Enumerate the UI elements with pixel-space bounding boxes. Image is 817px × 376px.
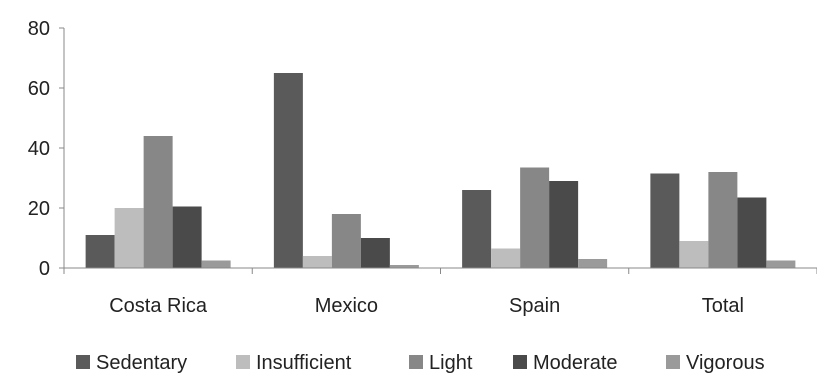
legend-label-insufficient: Insufficient bbox=[256, 352, 352, 374]
bar-sedentary-spain bbox=[462, 190, 492, 268]
bar-vigorous-mexico bbox=[389, 265, 419, 268]
y-tick-label: 0 bbox=[39, 258, 50, 280]
bar-moderate-total bbox=[737, 197, 767, 268]
bar-sedentary-mexico bbox=[273, 73, 303, 268]
bar-moderate-costa-rica bbox=[172, 206, 202, 268]
bar-light-total bbox=[708, 172, 738, 268]
legend-label-moderate: Moderate bbox=[533, 352, 618, 374]
bar-vigorous-spain bbox=[578, 259, 608, 268]
legend-swatch-insufficient bbox=[236, 355, 250, 369]
y-tick-label: 60 bbox=[28, 78, 50, 100]
category-label: Costa Rica bbox=[109, 295, 208, 317]
legend-swatch-sedentary bbox=[76, 355, 90, 369]
category-label: Spain bbox=[509, 295, 560, 317]
legend-swatch-vigorous bbox=[666, 355, 680, 369]
legend-swatch-moderate bbox=[513, 355, 527, 369]
y-axis-ticks: 0 20 40 60 80 bbox=[28, 18, 64, 280]
category-label: Total bbox=[702, 295, 744, 317]
bar-insufficient-mexico bbox=[302, 256, 332, 268]
bar-light-spain bbox=[520, 167, 550, 268]
bar-vigorous-total bbox=[766, 260, 796, 268]
legend-label-sedentary: Sedentary bbox=[96, 352, 187, 374]
legend-label-vigorous: Vigorous bbox=[686, 352, 765, 374]
bars bbox=[85, 73, 796, 268]
bar-insufficient-costa-rica bbox=[114, 208, 144, 268]
legend: Sedentary Insufficient Light Moderate Vigoro… bbox=[76, 352, 765, 374]
bar-insufficient-total bbox=[679, 241, 709, 268]
x-axis-ticks bbox=[63, 268, 817, 274]
bar-moderate-spain bbox=[549, 181, 579, 268]
y-tick-label: 40 bbox=[28, 138, 50, 160]
bar-vigorous-costa-rica bbox=[201, 260, 231, 268]
category-label: Mexico bbox=[315, 295, 378, 317]
category-labels: Costa Rica Mexico Spain Total bbox=[109, 295, 744, 317]
y-tick-label: 80 bbox=[28, 18, 50, 40]
bar-sedentary-costa-rica bbox=[85, 235, 115, 268]
bar-moderate-mexico bbox=[360, 238, 390, 268]
y-tick-label: 20 bbox=[28, 198, 50, 220]
bar-sedentary-total bbox=[650, 173, 680, 268]
bar-light-costa-rica bbox=[143, 136, 173, 268]
legend-label-light: Light bbox=[429, 352, 473, 374]
bar-insufficient-spain bbox=[491, 248, 521, 268]
bar-light-mexico bbox=[331, 214, 361, 268]
legend-swatch-light bbox=[409, 355, 423, 369]
